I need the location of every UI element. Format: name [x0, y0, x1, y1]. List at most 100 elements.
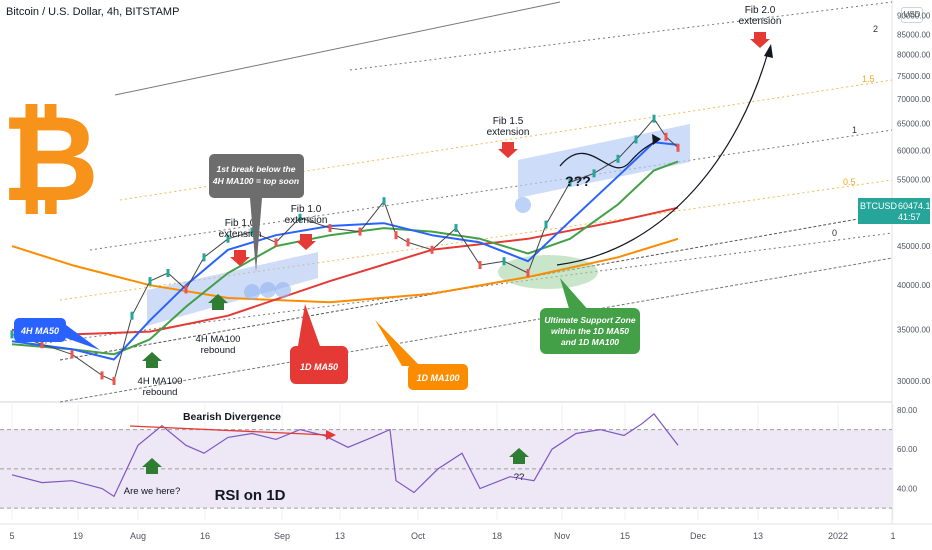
- rsi-tick-label: 80.00: [897, 406, 918, 415]
- price-candle: [592, 169, 596, 178]
- price-candle: [274, 238, 278, 247]
- wave-projection-curve: [559, 139, 659, 169]
- price-plot: [10, 114, 680, 385]
- rebound-arrow-a-icon: [208, 294, 228, 310]
- time-tick-label: 2022: [828, 531, 848, 541]
- fib-2-label: Fib 2.0: [745, 5, 776, 16]
- time-tick-label: 15: [620, 531, 630, 541]
- break-callout-box: [209, 154, 304, 198]
- divergence-line: [129, 425, 329, 436]
- fib-level-label: 2: [873, 24, 878, 34]
- price-axis: 30000.0035000.0040000.0045000.0050000.00…: [897, 11, 931, 493]
- are-we-here-label: Are we here?: [124, 486, 181, 497]
- fib-1-5-label: extension: [487, 127, 530, 138]
- fib-1-0-label-a: extension: [219, 229, 262, 240]
- question-marks-label: ???: [565, 173, 591, 189]
- rsi-qq-label: ??: [514, 472, 525, 483]
- test-highlight: [260, 282, 276, 298]
- time-tick-label: 13: [335, 531, 345, 541]
- price-tick-label: 45000.00: [897, 242, 931, 251]
- projection-curve: [556, 51, 769, 266]
- price-tick-label: 80000.00: [897, 51, 931, 60]
- price-tick-label: 75000.00: [897, 72, 931, 81]
- support-zone-label: within the 1D MA50: [551, 326, 629, 336]
- price-candle: [676, 143, 680, 152]
- price-tick-label: 35000.00: [897, 326, 931, 335]
- fib-2-label: extension: [739, 16, 782, 27]
- break-callout-text: 4H MA100 = top soon: [212, 176, 299, 186]
- time-tick-label: Nov: [554, 531, 571, 541]
- price-candle: [130, 311, 134, 320]
- channel-top-line: [114, 1, 561, 96]
- rebound-arrow-b-icon: [142, 352, 162, 368]
- price-candle: [652, 114, 656, 123]
- rsi-qq-arrow-icon: [509, 448, 529, 464]
- fib-level-label: 1: [852, 125, 857, 135]
- price-tick-label: 70000.00: [897, 95, 931, 104]
- break-callout-text: 1st break below the: [217, 164, 296, 174]
- fib-level-label: 1.5: [862, 74, 875, 84]
- price-candle: [226, 234, 230, 243]
- projection-zone: [518, 124, 690, 198]
- price-candle: [478, 261, 482, 270]
- price-candle: [544, 220, 548, 229]
- price-tag-symbol: BTCUSD: [860, 201, 898, 211]
- ma100-1d-pointer: [375, 320, 420, 366]
- price-candle: [70, 350, 74, 359]
- price-tick-label: 30000.00: [897, 377, 931, 386]
- ma100-1d-label: 1D MA100: [416, 373, 459, 383]
- price-candle: [406, 238, 410, 247]
- price-candle: [112, 376, 116, 385]
- rebound-label-b: rebound: [143, 387, 178, 398]
- price-candle: [526, 268, 530, 277]
- rebound-label-b: 4H MA100: [138, 376, 183, 387]
- test-highlight: [275, 282, 291, 298]
- fib-line: [349, 1, 893, 71]
- time-tick-label: 18: [492, 531, 502, 541]
- price-candle: [10, 330, 14, 339]
- currency-button[interactable]: USD: [901, 7, 923, 23]
- price-tick-label: 85000.00: [897, 31, 931, 40]
- fib-1-0-arrow-b-icon: [296, 234, 316, 250]
- price-tick-label: 55000.00: [897, 175, 931, 184]
- ma50-1d-badge: [290, 346, 348, 384]
- divergence-arrow-icon: [326, 430, 336, 440]
- price-candle: [202, 253, 206, 262]
- bitcoin-logo-icon: ₿: [1, 92, 99, 226]
- time-tick-label: 19: [73, 531, 83, 541]
- price-candle: [100, 371, 104, 380]
- fib-level-label: 0: [832, 228, 837, 238]
- ma50-4h-badge: [14, 318, 66, 342]
- price-candle: [148, 277, 152, 286]
- ma50-1d-pointer: [298, 304, 320, 346]
- fib-1-0-label-b: Fib 1.0: [291, 204, 322, 215]
- fib-1-5-arrow-icon: [498, 142, 518, 158]
- price-tag-countdown: 41:57: [898, 212, 921, 222]
- test-highlight: [515, 197, 531, 213]
- fib-1-5-label: Fib 1.5: [493, 116, 524, 127]
- consolidation-zone: [147, 252, 318, 326]
- rsi-line: [11, 413, 679, 498]
- support-zone-label: and 1D MA100: [561, 337, 619, 347]
- fib-line: [89, 129, 893, 251]
- test-highlight: [244, 284, 260, 300]
- projection-arrow-icon: [764, 44, 773, 58]
- price-candle: [454, 224, 458, 233]
- rsi-tick-label: 40.00: [897, 485, 918, 494]
- time-tick-label: 16: [200, 531, 210, 541]
- channel-bottom-line: [59, 257, 893, 403]
- price-candle: [298, 213, 302, 222]
- price-tick-label: 65000.00: [897, 120, 931, 129]
- fib-2-arrow-icon: [750, 32, 770, 48]
- fib-level-label: 0.5: [843, 177, 856, 187]
- price-candle: [394, 231, 398, 240]
- fib-1-0-label-a: Fib 1.0: [225, 218, 256, 229]
- price-tag-price: 60474.19: [898, 201, 932, 211]
- fib-1-0-arrow-a-icon: [230, 250, 250, 266]
- price-tick-label: 60000.00: [897, 146, 931, 155]
- time-tick-label: 13: [753, 531, 763, 541]
- are-we-here-arrow-icon: [142, 458, 162, 474]
- time-tick-label: Dec: [690, 531, 707, 541]
- price-candle: [568, 178, 572, 187]
